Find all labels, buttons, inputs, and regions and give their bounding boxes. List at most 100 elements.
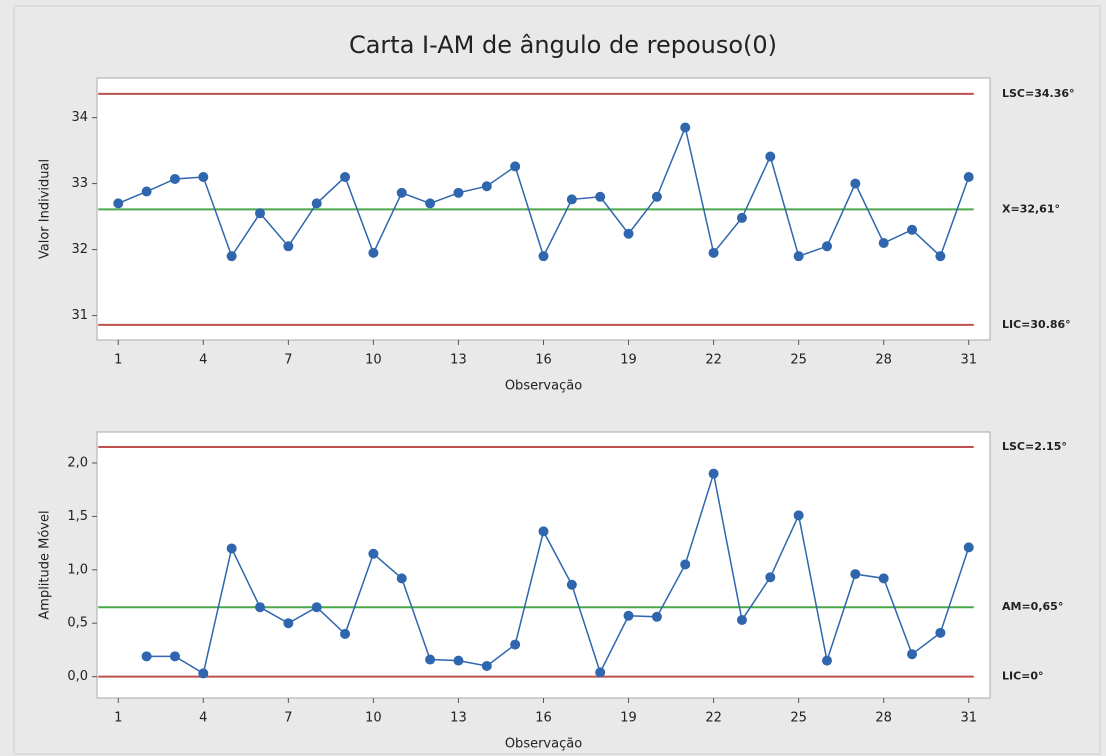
data-point (907, 224, 918, 235)
data-point (368, 548, 379, 559)
data-point (226, 251, 237, 262)
x-tick-label: 25 (790, 353, 807, 368)
x-tick-label: 4 (199, 711, 207, 726)
x-tick-label: 1 (114, 711, 122, 726)
y-tick-label: 0,5 (67, 616, 88, 631)
data-point (396, 187, 407, 198)
x-tick-label: 13 (450, 353, 467, 368)
data-point (850, 178, 861, 189)
limit-label: LIC=0° (1002, 670, 1044, 683)
data-point (793, 510, 804, 521)
data-point (793, 251, 804, 262)
data-point (198, 171, 209, 182)
data-point (850, 569, 861, 580)
chart-title: Carta I-AM de ângulo de repouso(0) (349, 31, 777, 59)
data-point (736, 212, 747, 223)
data-point (255, 602, 266, 613)
data-point (651, 191, 662, 202)
data-point (878, 237, 889, 248)
data-point (935, 251, 946, 262)
data-point (623, 610, 634, 621)
limit-label: LIC=30.86° (1002, 318, 1071, 331)
data-point (113, 198, 124, 209)
data-point (538, 251, 549, 262)
y-tick-label: 32 (71, 242, 88, 257)
limit-label: LSC=2.15° (1002, 440, 1067, 453)
data-point (595, 191, 606, 202)
data-point (141, 186, 152, 197)
data-point (651, 611, 662, 622)
data-point (566, 194, 577, 205)
x-tick-label: 7 (284, 711, 292, 726)
data-point (935, 627, 946, 638)
limit-label: LSC=34.36° (1002, 87, 1075, 100)
x-tick-label: 16 (535, 353, 552, 368)
data-point (963, 171, 974, 182)
x-tick-label: 25 (790, 711, 807, 726)
x-tick-label: 19 (620, 353, 637, 368)
x-tick-label: 13 (450, 711, 467, 726)
x-tick-label: 19 (620, 711, 637, 726)
x-tick-label: 31 (960, 711, 977, 726)
x-tick-label: 16 (535, 711, 552, 726)
x-tick-label: 22 (705, 353, 722, 368)
data-point (736, 615, 747, 626)
x-tick-label: 10 (365, 353, 382, 368)
data-point (340, 628, 351, 639)
data-point (169, 651, 180, 662)
y-tick-label: 33 (71, 176, 88, 191)
data-point (368, 247, 379, 258)
data-point (765, 572, 776, 583)
data-point (311, 198, 322, 209)
y-tick-label: 31 (71, 308, 88, 323)
plot-area (96, 431, 991, 699)
data-point (566, 579, 577, 590)
data-point (680, 122, 691, 133)
data-point (708, 468, 719, 479)
data-point (538, 526, 549, 537)
x-tick-label: 1 (114, 353, 122, 368)
x-tick-label: 28 (875, 353, 892, 368)
data-point (963, 542, 974, 553)
limit-label: X=32,61° (1002, 202, 1060, 215)
y-tick-label: 2,0 (67, 455, 88, 470)
data-point (510, 639, 521, 650)
x-tick-label: 28 (875, 711, 892, 726)
data-point (141, 651, 152, 662)
data-point (396, 573, 407, 584)
y-axis-label: Amplitude Móvel (38, 510, 53, 619)
data-point (765, 151, 776, 162)
data-point (595, 667, 606, 678)
y-tick-label: 34 (71, 110, 88, 125)
x-tick-label: 10 (365, 711, 382, 726)
data-point (907, 649, 918, 660)
y-tick-label: 1,0 (67, 562, 88, 577)
data-line (146, 473, 970, 675)
data-point (311, 602, 322, 613)
data-point (821, 241, 832, 252)
data-point (198, 668, 209, 679)
data-point (510, 161, 521, 172)
data-point (708, 247, 719, 258)
data-point (340, 171, 351, 182)
x-tick-label: 4 (199, 353, 207, 368)
data-point (425, 654, 436, 665)
data-point (226, 543, 237, 554)
data-point (255, 208, 266, 219)
data-point (821, 655, 832, 666)
data-point (453, 187, 464, 198)
x-tick-label: 7 (284, 353, 292, 368)
data-point (453, 655, 464, 666)
x-axis-label: Observação (505, 737, 582, 752)
data-point (169, 173, 180, 184)
data-point (481, 660, 492, 671)
y-axis-label: Valor Individual (38, 159, 53, 259)
x-axis-label: Observação (505, 379, 582, 394)
x-tick-label: 22 (705, 711, 722, 726)
y-tick-label: 0,0 (67, 669, 88, 684)
data-point (283, 618, 294, 629)
limit-label: AM=0,65° (1002, 600, 1063, 613)
data-point (878, 573, 889, 584)
